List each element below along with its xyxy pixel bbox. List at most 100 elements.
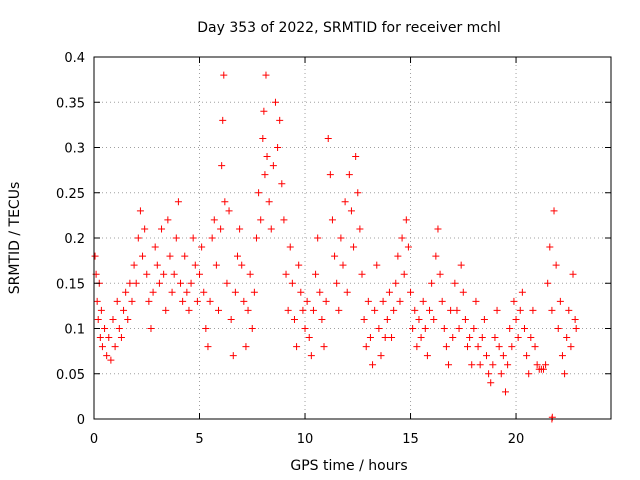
data-point [312, 270, 320, 278]
data-point [107, 356, 115, 364]
data-point [461, 315, 469, 323]
data-point [518, 288, 526, 296]
data-point [93, 297, 101, 305]
data-point [164, 216, 172, 224]
data-point [153, 261, 161, 269]
data-point [571, 315, 579, 323]
data-point [267, 225, 275, 233]
data-point [565, 306, 573, 314]
data-point [485, 370, 493, 378]
data-point [569, 270, 577, 278]
data-point [231, 288, 239, 296]
data-points [91, 71, 580, 423]
data-point [126, 279, 134, 287]
data-point [341, 198, 349, 206]
data-point [276, 116, 284, 124]
data-point [542, 361, 550, 369]
data-point [236, 225, 244, 233]
data-point [219, 116, 227, 124]
x-tick-label: 20 [508, 432, 525, 447]
data-point [160, 270, 168, 278]
data-point [168, 288, 176, 296]
data-point [558, 352, 566, 360]
data-point [328, 216, 336, 224]
data-point [447, 306, 455, 314]
chart-title: Day 353 of 2022, SRMTID for receiver mch… [197, 20, 501, 36]
data-point [385, 288, 393, 296]
data-point [210, 216, 218, 224]
data-point [297, 288, 305, 296]
data-point [468, 361, 476, 369]
data-point [440, 325, 448, 332]
x-tick-label: 15 [402, 432, 419, 447]
data-point [375, 325, 383, 332]
data-point [493, 306, 501, 314]
data-point [417, 334, 425, 342]
data-point [96, 334, 104, 342]
data-point [305, 334, 313, 342]
data-point [204, 343, 212, 351]
data-point [347, 207, 355, 215]
y-tick-label: 0.05 [56, 368, 85, 383]
data-point [109, 315, 117, 323]
data-point [339, 261, 347, 269]
data-point [508, 343, 516, 351]
data-point [136, 207, 144, 215]
data-point [162, 306, 170, 314]
data-point [252, 234, 260, 242]
data-point [373, 261, 381, 269]
data-point [105, 334, 113, 342]
data-point [141, 225, 149, 233]
data-point [284, 306, 292, 314]
data-point [181, 252, 189, 260]
data-point [449, 334, 457, 342]
data-point [552, 261, 560, 269]
data-point [426, 306, 434, 314]
data-point [293, 343, 301, 351]
data-point [413, 343, 421, 351]
data-point [402, 216, 410, 224]
data-point [499, 352, 507, 360]
data-point [432, 252, 440, 260]
data-point [331, 252, 339, 260]
data-point [299, 306, 307, 314]
data-point [158, 225, 166, 233]
tick-labels: 0 5 10 15 20 0 0.05 0.1 0.15 0.2 0.25 0.3 0.35 0.4 [56, 51, 524, 447]
data-point [265, 198, 273, 206]
data-point [333, 279, 341, 287]
plot-frame [93, 56, 612, 420]
data-point [506, 325, 514, 332]
data-point [172, 234, 180, 242]
data-point [113, 297, 121, 305]
data-point [98, 343, 106, 351]
data-point [143, 270, 151, 278]
data-point [229, 352, 237, 360]
data-point [470, 325, 478, 332]
data-point [208, 234, 216, 242]
data-point [288, 279, 296, 287]
data-point [531, 343, 539, 351]
x-tick-label: 10 [297, 432, 314, 447]
data-point [352, 153, 360, 161]
data-point [262, 71, 270, 79]
data-point [286, 243, 294, 251]
data-point [392, 279, 400, 287]
data-point [455, 325, 463, 332]
y-tick-label: 0.35 [56, 96, 85, 111]
data-point [394, 252, 402, 260]
data-point [259, 134, 267, 142]
data-point [356, 225, 364, 233]
data-point [149, 288, 157, 296]
data-point [563, 334, 571, 342]
data-point [546, 243, 554, 251]
data-point [91, 252, 99, 260]
data-point [115, 325, 123, 332]
data-point [430, 315, 438, 323]
data-point [358, 270, 366, 278]
data-point [250, 288, 258, 296]
data-point [244, 306, 252, 314]
data-point [482, 352, 490, 360]
data-point [324, 134, 332, 142]
data-point [520, 325, 528, 332]
data-point [124, 315, 132, 323]
